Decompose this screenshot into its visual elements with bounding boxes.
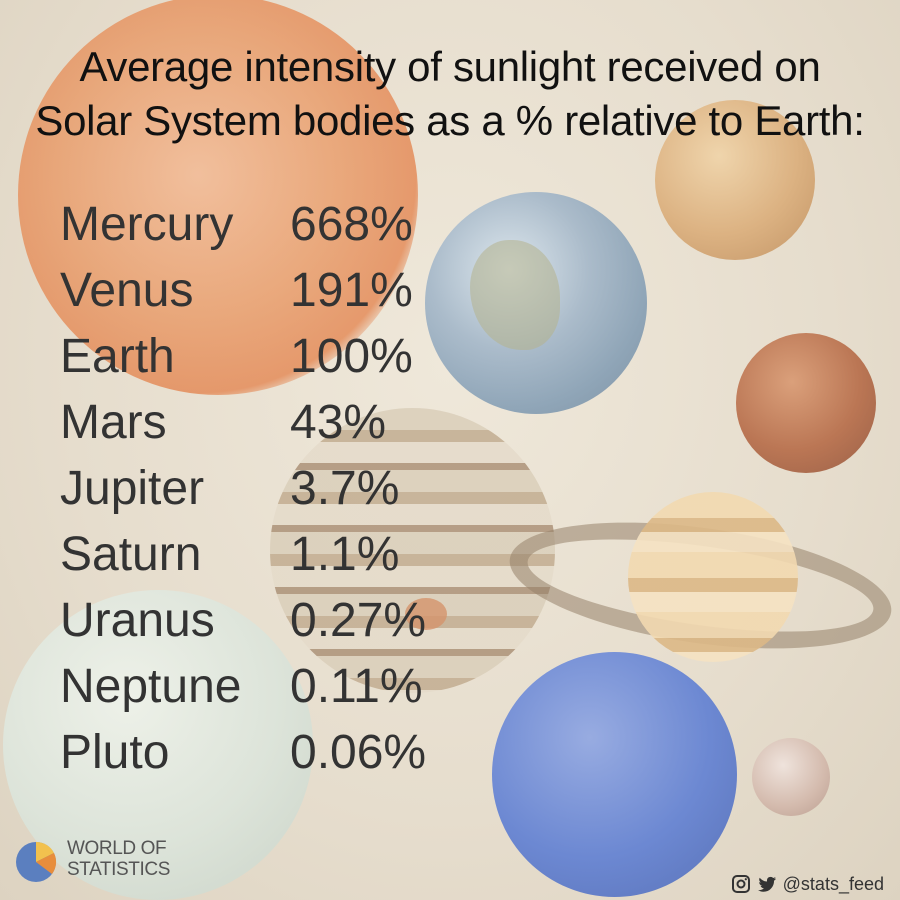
venus-image: [655, 100, 815, 260]
table-row: Venus 191%: [60, 258, 420, 324]
intensity-value: 668%: [290, 198, 413, 251]
logo-orange-segment: [36, 853, 57, 874]
social-handle-text: @stats_feed: [782, 873, 884, 894]
neptune-image: [492, 652, 737, 897]
body-name: Saturn: [60, 528, 202, 581]
social-handle: @stats_feed: [731, 871, 884, 897]
body-name: Pluto: [60, 726, 170, 779]
intensity-value: 43%: [290, 396, 387, 449]
sun-image: [18, 0, 418, 395]
pluto-image: [752, 738, 830, 816]
intensity-value: 0.06%: [290, 726, 427, 779]
title-line-2: Solar System bodies as a % relative to E…: [35, 97, 865, 144]
title-line-1: Average intensity of sunlight received o…: [79, 43, 821, 90]
body-name: Jupiter: [60, 462, 205, 515]
mars-image: [736, 333, 876, 473]
intensity-value: 0.27%: [290, 594, 427, 647]
intensity-value: 100%: [290, 330, 413, 383]
world-of-statistics-logo-icon: [16, 841, 57, 882]
logo-yellow-segment: [36, 841, 54, 862]
body-name: Venus: [60, 264, 194, 317]
table-row: Earth 100%: [60, 324, 420, 390]
table-row: Uranus 0.27%: [60, 588, 426, 654]
body-name: Earth: [60, 330, 175, 383]
jupiter-image: [270, 408, 555, 693]
intensity-value: 0.11%: [290, 660, 423, 713]
brand-name: WORLD OF STATISTICS: [67, 838, 170, 880]
uranus-image: [3, 590, 313, 900]
brand-line-2: STATISTICS: [67, 859, 170, 880]
instagram-icon: [731, 875, 750, 893]
earth-continent: [470, 240, 560, 350]
body-name: Mars: [60, 396, 167, 449]
chart-title: Average intensity of sunlight received o…: [0, 40, 900, 148]
table-row: Pluto 0.06%: [60, 720, 426, 786]
table-row: Mercury 668%: [60, 192, 420, 258]
table-row: Jupiter 3.7%: [60, 456, 420, 522]
table-row: Neptune 0.11%: [60, 654, 423, 720]
body-name: Uranus: [60, 594, 215, 647]
brand-line-1: WORLD OF: [67, 838, 167, 859]
body-name: Mercury: [60, 198, 234, 251]
intensity-value: 191%: [290, 264, 413, 317]
table-row: Mars 43%: [60, 390, 420, 456]
twitter-icon: [757, 876, 776, 892]
intensity-value: 1.1%: [290, 528, 400, 581]
saturn-image: [628, 492, 798, 662]
table-row: Saturn 1.1%: [60, 522, 420, 588]
body-name: Neptune: [60, 660, 242, 713]
jupiter-great-red-spot: [405, 598, 447, 630]
intensity-value: 3.7%: [290, 462, 400, 515]
